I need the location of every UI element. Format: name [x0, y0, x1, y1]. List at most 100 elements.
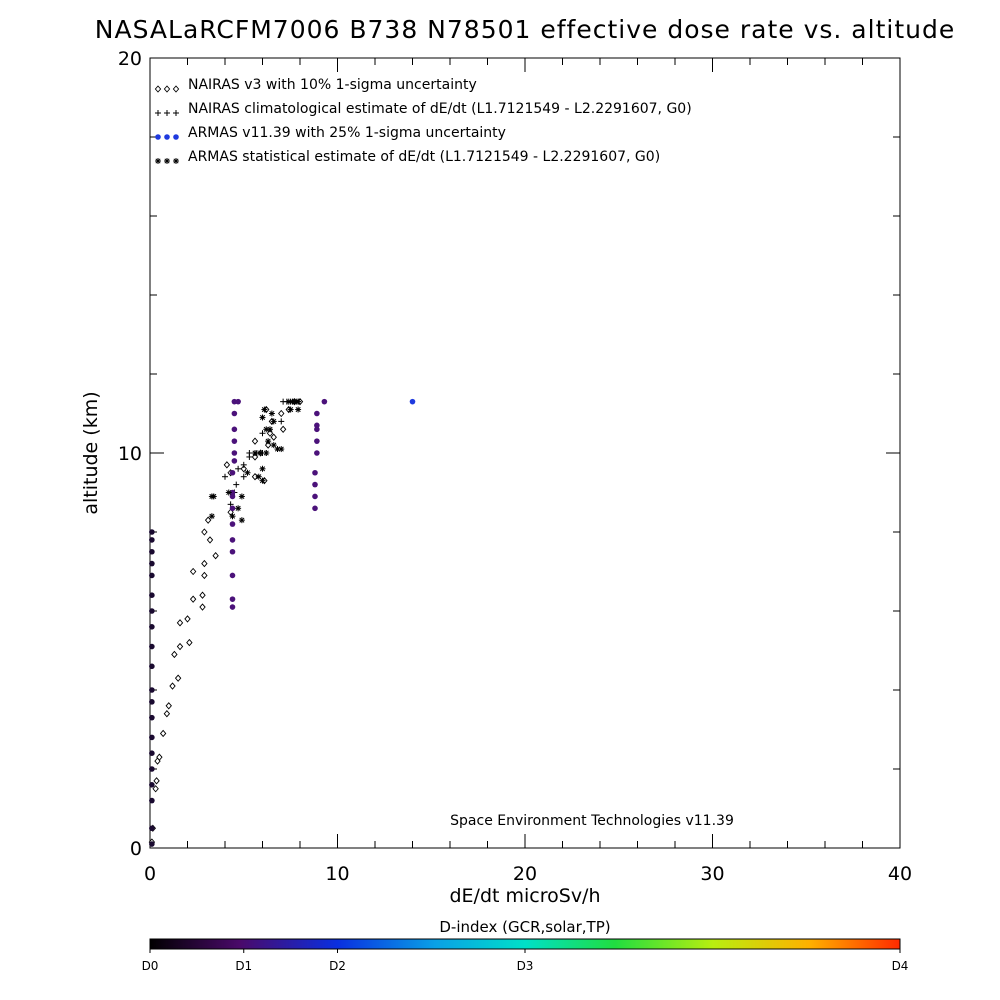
series-layer: [148, 397, 416, 847]
dot-point: [149, 643, 155, 650]
dot-point: [149, 572, 155, 579]
asterisk-point: [257, 450, 264, 456]
dot-point: [312, 505, 318, 512]
x-tick-label: 0: [144, 863, 156, 885]
dot-point: [149, 608, 155, 614]
series-dot: [149, 398, 416, 847]
series-asterisk: [208, 398, 302, 524]
plus-point: [222, 473, 228, 480]
dot-point: [312, 481, 318, 488]
diamond-point: [251, 437, 259, 445]
dot-point: [231, 438, 238, 444]
y-tick-label: 20: [118, 48, 142, 70]
plus-point: [259, 430, 266, 437]
diamond-point: [199, 603, 206, 611]
dot-point: [149, 782, 155, 788]
legend-marker: [173, 158, 179, 164]
diamond-point: [174, 674, 182, 682]
dot-point: [149, 548, 155, 555]
asterisk-point: [259, 477, 266, 484]
y-axis-label: altitude (km): [80, 391, 102, 514]
dot-point: [229, 489, 236, 496]
plus-point: [240, 461, 247, 468]
x-tick-label: 40: [888, 863, 912, 885]
dot-point: [149, 766, 155, 772]
legend-label: ARMAS v11.39 with 25% 1-sigma uncertaint…: [188, 125, 506, 141]
dot-point: [231, 458, 238, 464]
dot-point: [229, 493, 236, 500]
legend-marker: [155, 110, 161, 116]
dot-point: [229, 548, 236, 555]
dot-point: [149, 663, 155, 670]
diamond-point: [240, 465, 247, 473]
legend-marker: [173, 134, 179, 140]
dot-point: [149, 699, 155, 705]
dot-point: [149, 825, 155, 832]
diamond-point: [176, 642, 184, 651]
diamond-point: [223, 461, 231, 469]
dot-point: [231, 410, 238, 417]
legend-entry: ARMAS v11.39 with 25% 1-sigma uncertaint…: [155, 125, 506, 141]
colorbar-tick-label: D1: [235, 959, 252, 973]
dot-point: [229, 537, 236, 543]
x-axis: 0 10 20 30 40: [144, 58, 912, 885]
asterisk-point: [261, 406, 268, 413]
legend-marker: [154, 85, 162, 93]
legend-label: NAIRAS v3 with 10% 1-sigma uncertainty: [188, 77, 477, 93]
diamond-point: [201, 559, 208, 568]
diamond-point: [165, 702, 172, 710]
legend-marker: [164, 158, 170, 164]
diamond-point: [169, 682, 176, 690]
colorbar-tick-label: D2: [329, 959, 346, 973]
x-tick-label: 10: [325, 863, 349, 885]
diamond-point: [159, 729, 167, 738]
colorbar-title: D-index (GCR,solar,TP): [439, 918, 610, 936]
dot-point: [149, 797, 155, 804]
diamond-point: [189, 595, 197, 603]
legend-entry: NAIRAS v3 with 10% 1-sigma uncertainty: [154, 77, 477, 93]
plus-point: [246, 450, 253, 456]
asterisk-point: [293, 398, 300, 405]
asterisk-point: [268, 410, 275, 417]
plus-point: [233, 481, 240, 488]
dot-point: [149, 560, 155, 567]
dot-point: [149, 750, 155, 756]
diamond-point: [201, 528, 208, 536]
legend-marker: [173, 110, 179, 116]
legend-marker: [172, 85, 180, 93]
asterisk-point: [229, 513, 236, 520]
asterisk-point: [259, 414, 266, 421]
dot-point: [149, 734, 155, 741]
asterisk-point: [287, 406, 294, 413]
diamond-point: [189, 567, 197, 576]
diamond-point: [251, 473, 259, 481]
y-axis: 0 10 20: [118, 48, 900, 860]
diamond-point: [156, 753, 163, 761]
asterisk-point: [263, 450, 270, 456]
asterisk-point: [238, 493, 245, 500]
dot-point: [314, 438, 320, 444]
asterisk-point: [267, 426, 273, 433]
dot-point: [312, 493, 318, 500]
dot-point: [314, 426, 320, 433]
asterisk-point: [208, 513, 215, 520]
dot-point: [229, 521, 236, 527]
legend-entry: ARMAS statistical estimate of dE/dt (L1.…: [155, 149, 660, 165]
y-tick-label: 0: [130, 838, 142, 860]
asterisk-point: [295, 406, 302, 413]
plus-point: [240, 473, 247, 480]
diamond-point: [186, 638, 193, 647]
legend-marker: [164, 134, 170, 140]
x-tick-label: 20: [513, 863, 537, 885]
legend-marker: [155, 134, 161, 140]
dot-point: [312, 469, 318, 476]
diamond-point: [184, 615, 191, 623]
asterisk-point: [255, 473, 262, 480]
colorbar-tick-label: D4: [892, 959, 909, 973]
colorbar-ticks: D0 D1 D2 D3 D4: [142, 949, 909, 973]
asterisk-point: [252, 450, 258, 456]
asterisk-point: [244, 469, 251, 476]
asterisk-point: [225, 489, 232, 496]
legend: NAIRAS v3 with 10% 1-sigma uncertainty NA…: [154, 77, 692, 165]
dot-point: [409, 398, 416, 405]
